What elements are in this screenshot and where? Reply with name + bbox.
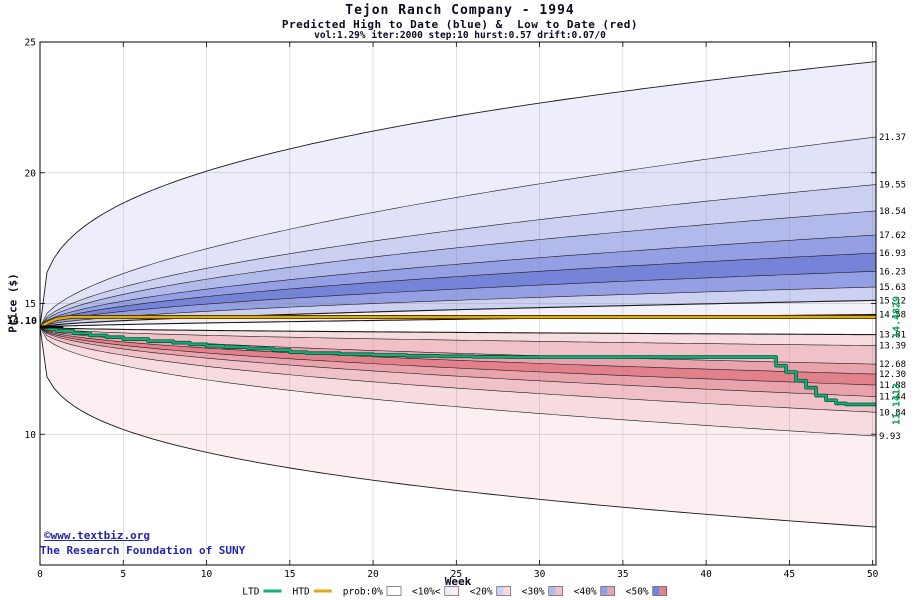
svg-text:20: 20 — [25, 168, 37, 179]
svg-text:18.54: 18.54 — [879, 207, 906, 217]
svg-text:12.30: 12.30 — [879, 370, 906, 380]
svg-text:LTD: LTD — [242, 587, 259, 598]
svg-text:25: 25 — [25, 38, 36, 49]
svg-text:13.81: 13.81 — [879, 331, 906, 341]
svg-text:17.62: 17.62 — [879, 231, 906, 241]
svg-text:<30%: <30% — [522, 587, 545, 598]
svg-text:0: 0 — [37, 569, 43, 580]
svg-text:21.37: 21.37 — [879, 133, 906, 143]
svg-text:5: 5 — [120, 569, 126, 580]
svg-text:35: 35 — [617, 569, 628, 580]
right-axis-labels: 21.37 19.55 18.54 17.62 16.93 16.23 15.63 15.12… — [879, 133, 906, 442]
svg-text:10: 10 — [25, 430, 37, 441]
axis-ticks-and-labels: 0 5 10 15 20 25 30 35 40 45 50 10 15 20 25 — [25, 38, 879, 581]
svg-text:25: 25 — [451, 569, 462, 580]
svg-text:11.88: 11.88 — [879, 381, 906, 391]
svg-text:<40%: <40% — [574, 587, 597, 598]
svg-text:16.93: 16.93 — [879, 249, 906, 259]
suny-footer: The Research Foundation of SUNY — [40, 544, 246, 557]
svg-text:13.39: 13.39 — [879, 342, 906, 352]
band-fills — [40, 61, 876, 528]
chart-params: vol:1.29% iter:2000 step:10 hurst:0.57 d… — [314, 30, 606, 41]
svg-text:15.63: 15.63 — [879, 283, 906, 293]
htd-line — [40, 315, 876, 329]
svg-text:15: 15 — [25, 299, 36, 310]
start-price-label: 14.10 — [6, 316, 37, 327]
svg-text:15: 15 — [284, 569, 295, 580]
svg-text:9.93: 9.93 — [879, 432, 901, 442]
svg-text:50: 50 — [867, 569, 879, 580]
svg-text:<50%: <50% — [626, 587, 649, 598]
chart-legend: LTD HTD prob:0% <10%< <20% <30% <40% <50% — [242, 586, 668, 598]
svg-text:15.12: 15.12 — [879, 296, 906, 306]
svg-text:16.23: 16.23 — [879, 267, 906, 277]
svg-text:19.55: 19.55 — [879, 181, 906, 191]
svg-text:<10%<: <10%< — [412, 587, 441, 598]
svg-text:40: 40 — [700, 569, 712, 580]
svg-text:11.44: 11.44 — [879, 393, 906, 403]
svg-text:30: 30 — [534, 569, 546, 580]
svg-text:20: 20 — [367, 569, 379, 580]
chart-subtitle: Predicted High to Date (blue) & Low to D… — [281, 18, 639, 31]
svg-text:14.58: 14.58 — [879, 310, 906, 320]
chart-title: Tejon Ranch Company - 1994 — [345, 3, 575, 18]
textbiz-link[interactable]: ©www.textbiz.org — [44, 529, 150, 542]
svg-text:prob:0%: prob:0% — [343, 587, 383, 598]
htd-value-label: 14.4829 — [891, 295, 903, 339]
svg-text:12.68: 12.68 — [879, 360, 906, 370]
svg-text:HTD: HTD — [293, 587, 310, 598]
svg-text:10: 10 — [201, 569, 213, 580]
svg-text:10.84: 10.84 — [879, 408, 906, 418]
x-axis-label: Week — [444, 575, 472, 588]
svg-text:<20%: <20% — [470, 587, 493, 598]
ltd-value-label: 11.1413 — [891, 383, 903, 426]
svg-text:45: 45 — [784, 569, 795, 580]
ltd-line — [40, 325, 876, 407]
